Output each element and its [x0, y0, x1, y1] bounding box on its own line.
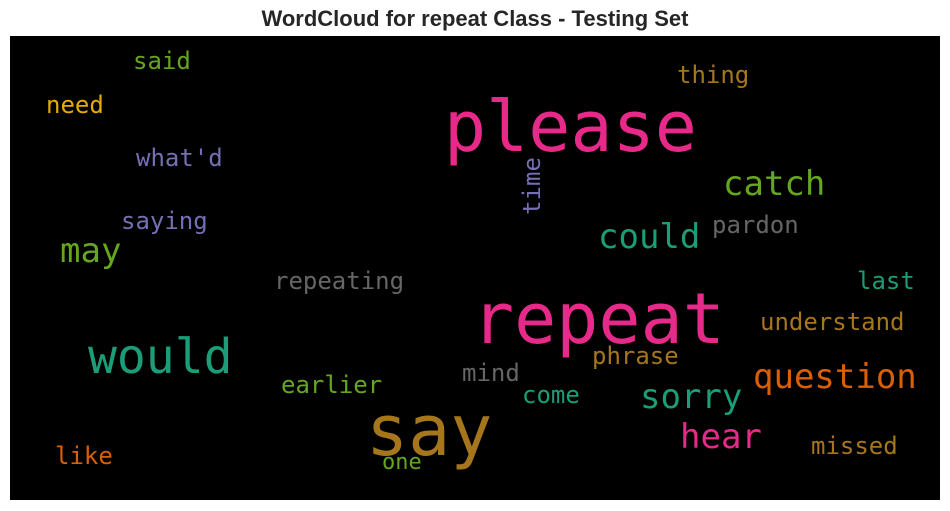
word-hear: hear	[680, 417, 762, 457]
word-phrase: phrase	[592, 342, 679, 370]
word-thing: thing	[677, 61, 750, 89]
word-could: could	[598, 217, 701, 257]
word-understand: understand	[760, 308, 905, 336]
word-time: time	[517, 157, 546, 215]
word-missed: missed	[811, 432, 898, 460]
word-repeat: repeat	[472, 278, 725, 360]
word-catch: catch	[723, 164, 826, 204]
word-please: please	[444, 86, 697, 168]
word-one: one	[382, 450, 422, 475]
word-said: said	[133, 47, 191, 75]
word-last: last	[857, 267, 915, 295]
word-may: may	[60, 231, 122, 271]
chart-title: WordCloud for repeat Class - Testing Set	[261, 6, 689, 31]
word-sorry: sorry	[640, 377, 743, 417]
word-need: need	[46, 91, 104, 119]
word-question: question	[753, 357, 917, 397]
word-say: say	[366, 390, 493, 472]
word-repeating: repeating	[274, 267, 405, 295]
word-cloud: please repeat say would catch could ques…	[10, 36, 940, 500]
word-would: would	[88, 329, 233, 385]
word-whatd: what'd	[136, 144, 223, 172]
word-mind: mind	[462, 359, 520, 387]
word-pardon: pardon	[712, 211, 799, 239]
word-come: come	[522, 381, 580, 409]
word-saying: saying	[121, 207, 208, 235]
word-like: like	[55, 442, 113, 470]
word-earlier: earlier	[281, 371, 383, 399]
